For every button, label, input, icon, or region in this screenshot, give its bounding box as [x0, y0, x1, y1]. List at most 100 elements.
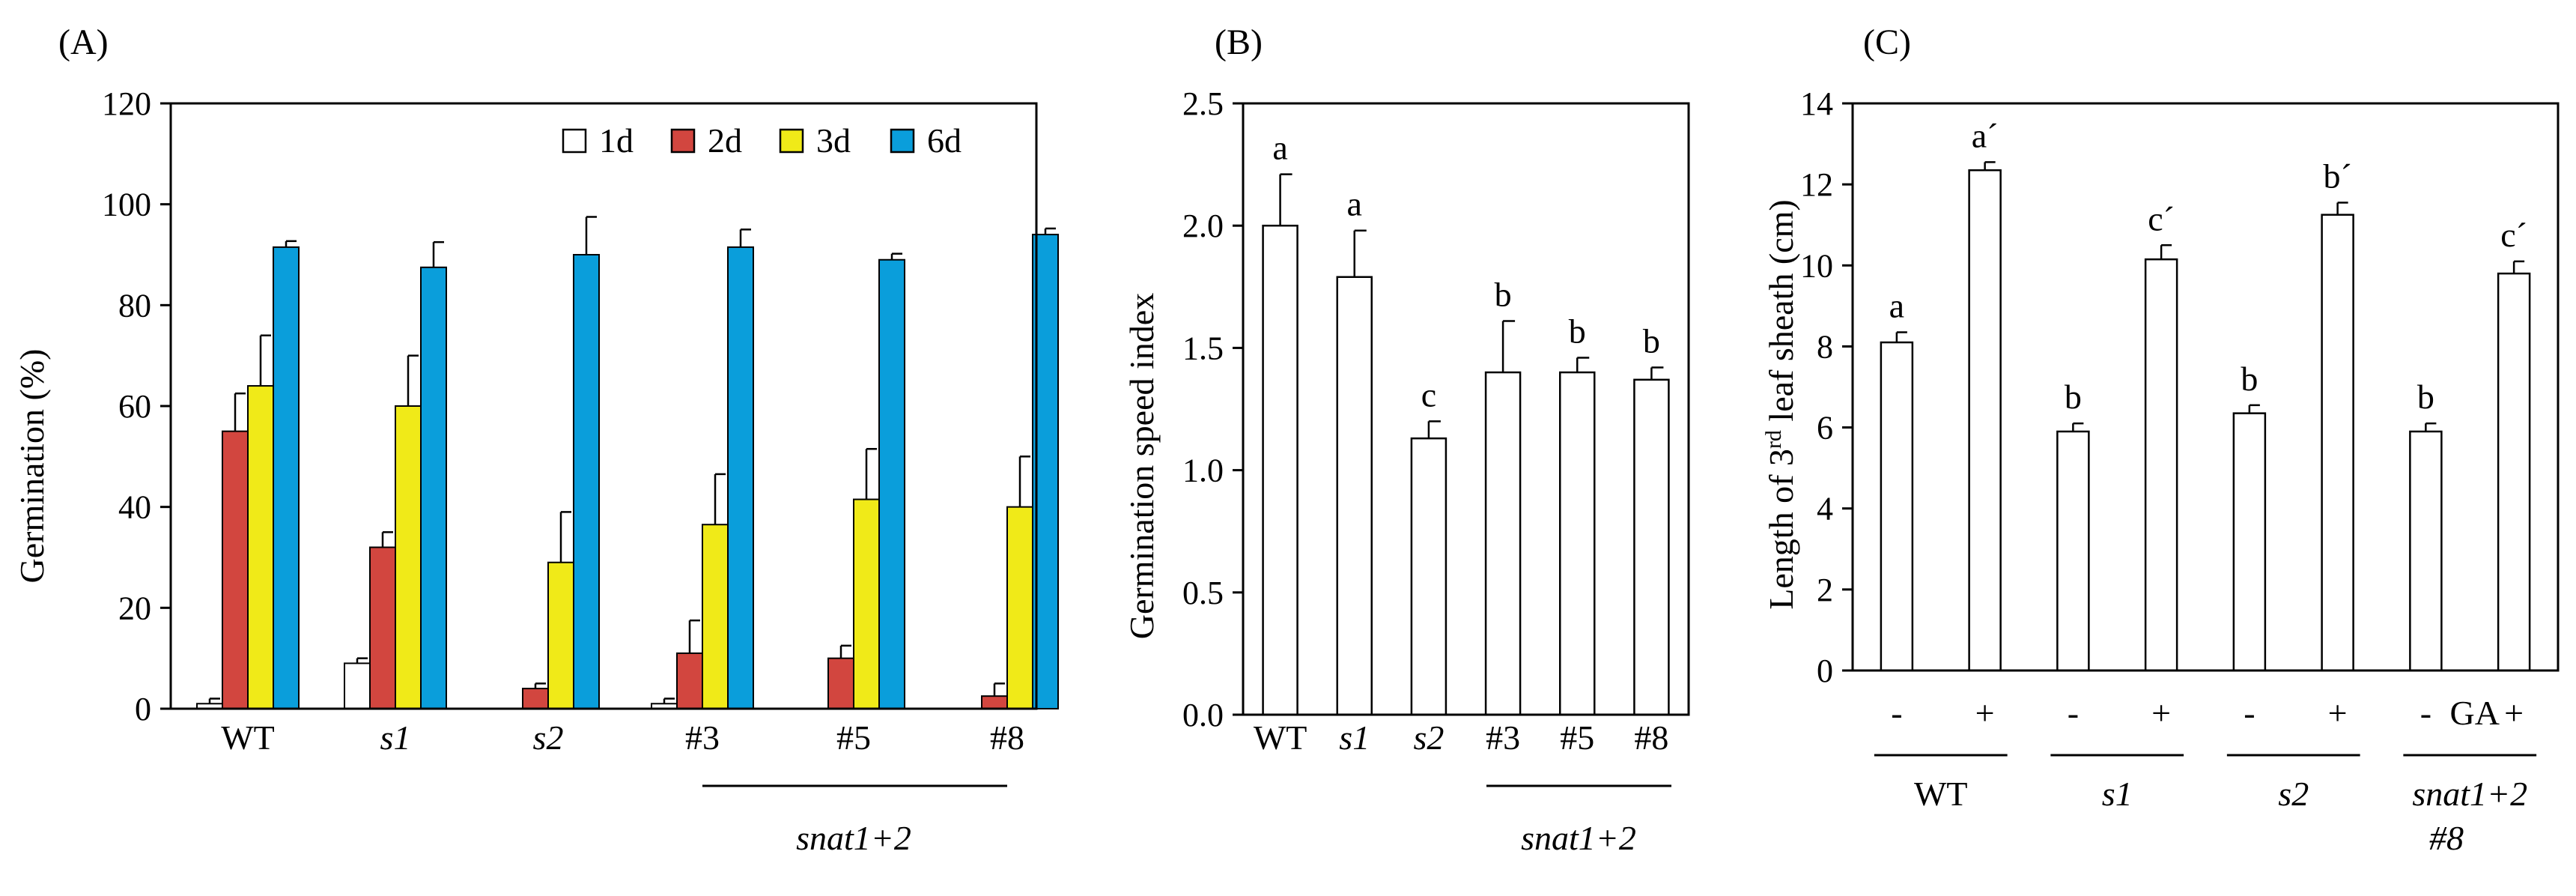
panel-b-category-label: s2	[1413, 718, 1444, 757]
panel-b-y-tick-label: 1.5	[1182, 330, 1224, 366]
panel-b: (B) Germination speed index 0.0 0.5 1.0 1.5…	[1123, 22, 1690, 857]
panel-b-y-tick-label: 2.0	[1182, 208, 1224, 244]
legend-label-2d: 2d	[708, 121, 742, 160]
panel-a-plot-frame	[169, 102, 1038, 710]
panel-c-label: (C)	[1863, 22, 1911, 62]
bar-s2-plus-ga	[2321, 214, 2354, 672]
panel-b-y-tick-label: 1.0	[1182, 452, 1224, 489]
panel-c-y-axis-title: Length of 3rd leaf sheath (cm)	[1761, 199, 1800, 609]
panel-a-y-tick-label: 80	[118, 287, 151, 324]
legend-label-1d: 1d	[599, 121, 634, 160]
bar-s2-minus-ga	[2232, 412, 2267, 672]
panel-c-genotype-sublabel: #8	[2429, 819, 2464, 857]
panel-c-y-tick-label: 12	[1800, 166, 1833, 203]
panel-b-y-tick-label: 2.5	[1182, 85, 1224, 122]
bar-snat1-2-8-minus-ga	[2409, 430, 2443, 672]
bar-2d-s2	[522, 688, 549, 709]
significance-letter: b	[1495, 275, 1512, 313]
panel-b-y-tick-label: 0.0	[1182, 697, 1224, 733]
panel-c-y-tick-label: 0	[1817, 653, 1833, 689]
panel-a-y-axis-title: Germination (%)	[13, 349, 51, 584]
significance-letter: b	[1569, 312, 1586, 350]
significance-letter: b	[2241, 360, 2258, 398]
treatment-sign: -	[2068, 694, 2079, 732]
panel-c-treatment-label: GA	[2450, 694, 2500, 732]
panel-a-y-tick-label: 40	[118, 489, 151, 526]
panel-b-category-label: s1	[1339, 718, 1370, 757]
bar-WT	[1262, 224, 1298, 716]
panel-a-y-tick-label: 20	[118, 590, 151, 626]
bar-#3	[1484, 371, 1522, 716]
bar-3d-s1	[395, 405, 422, 709]
panel-c-y-axis-title-part2: leaf sheath (cm)	[1762, 199, 1800, 430]
legend-swatch-2d	[670, 128, 696, 154]
significance-letter: c	[1421, 375, 1436, 414]
significance-letter: b	[2065, 378, 2082, 416]
treatment-sign: +	[2151, 694, 2171, 732]
bar-s1-plus-ga	[2144, 258, 2178, 672]
genotype-label: snat1+2	[2412, 775, 2527, 813]
bar-3d-#8	[1006, 506, 1033, 710]
panel-a-group-label: snat1+2	[796, 819, 911, 857]
bar-s1-minus-ga	[2056, 430, 2090, 672]
bar-2d-s1	[369, 546, 396, 709]
panel-c-y-tick-label: 2	[1817, 572, 1833, 608]
panel-c-y-axis-title-superscript: rd	[1761, 430, 1786, 449]
bar-2d-WT	[222, 430, 249, 710]
significance-letter: a´	[1972, 116, 1999, 154]
bar-2d-#3	[676, 652, 703, 710]
panel-b-category-label: WT	[1254, 718, 1307, 757]
panel-b-plot-frame	[1242, 102, 1690, 716]
panel-a-category-label: #3	[685, 718, 720, 757]
bar-6d-s2	[573, 254, 600, 709]
bar-3d-s2	[547, 561, 574, 709]
panel-b-category-label: #8	[1634, 718, 1668, 757]
panel-a-y-tick-label: 100	[102, 187, 151, 223]
bar-6d-WT	[273, 246, 300, 709]
panel-b-category-label: #3	[1486, 718, 1520, 757]
bar-#5	[1559, 371, 1596, 716]
significance-letter: b	[1643, 322, 1660, 360]
significance-letter: a	[1347, 185, 1362, 223]
panel-c-y-tick-label: 4	[1817, 491, 1833, 527]
panel-c-y-tick-label: 8	[1817, 328, 1833, 365]
legend-swatch-1d	[562, 128, 587, 154]
genotype-label: WT	[1914, 775, 1968, 813]
bar-WT-minus-ga	[1880, 341, 1914, 672]
treatment-sign: -	[1891, 694, 1902, 732]
panel-a-category-label: #8	[990, 718, 1024, 757]
panel-c-y-tick-label: 14	[1800, 85, 1833, 122]
panel-b-label: (B)	[1215, 22, 1263, 62]
genotype-label: s1	[2102, 775, 2133, 813]
panel-a-y-tick-label: 120	[102, 85, 151, 122]
bar-6d-s1	[420, 266, 447, 710]
panel-a-y-tick-label: 60	[118, 388, 151, 425]
panel-c-y-axis-title-part1: Length of 3	[1762, 449, 1800, 610]
panel-a-legend: 1d 2d 3d 6d	[562, 121, 962, 160]
panel-c-plot-frame	[1851, 102, 2560, 672]
legend-label-6d: 6d	[927, 121, 962, 160]
significance-letter: b´	[2323, 157, 2351, 195]
treatment-sign: +	[2328, 694, 2348, 732]
bar-snat1-2-8-plus-ga	[2497, 272, 2531, 672]
legend-label-3d: 3d	[816, 121, 851, 160]
treatment-sign: +	[1975, 694, 1995, 732]
bar-1d-s1	[344, 662, 371, 710]
genotype-label: s2	[2278, 775, 2309, 813]
panel-c-y-tick-label: 6	[1817, 410, 1833, 447]
panel-a-label: (A)	[58, 22, 109, 62]
significance-letter: c´	[2148, 199, 2175, 237]
significance-letter: b	[2417, 378, 2434, 416]
bar-#8	[1633, 378, 1670, 716]
panel-b-y-axis-title: Germination speed index	[1123, 293, 1161, 639]
bar-s1	[1336, 276, 1373, 716]
panel-b-y-tick-label: 0.5	[1182, 575, 1224, 611]
significance-letter: a	[1272, 129, 1287, 167]
bar-s2	[1410, 437, 1448, 716]
treatment-sign: -	[2420, 694, 2431, 732]
panel-a-category-label: #5	[836, 718, 871, 757]
panel-a-category-label: WT	[221, 718, 275, 757]
panel-b-category-label: #5	[1560, 718, 1594, 757]
treatment-sign: +	[2504, 694, 2524, 732]
